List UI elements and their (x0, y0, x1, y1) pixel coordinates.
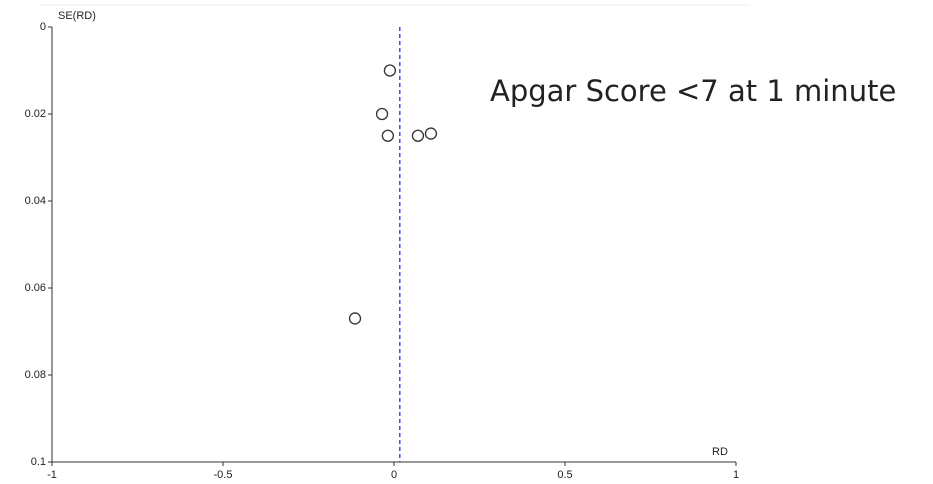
point (348, 312, 362, 325)
y-tick-label: 0.02 (25, 108, 46, 120)
point (424, 127, 438, 140)
point (375, 107, 389, 121)
y-tick-label: 0.08 (25, 369, 46, 381)
x-tick-label: -1 (47, 469, 57, 481)
y-tick-label: 0.06 (25, 282, 46, 294)
point (383, 64, 397, 77)
point (381, 129, 394, 142)
x-tick-label: 0.5 (557, 469, 572, 481)
x-tick-label: 1 (733, 469, 739, 481)
x-axis-label: RD (712, 446, 728, 458)
chart-title: Apgar Score <7 at 1 minute (490, 74, 896, 108)
x-tick-label: 0 (391, 469, 397, 481)
y-tick-label: 0.1 (31, 456, 46, 468)
y-tick-label: 0.04 (25, 195, 46, 207)
point (411, 129, 425, 142)
y-tick-label: 0 (40, 21, 46, 33)
x-tick-label: -0.5 (214, 469, 233, 481)
y-axis-label: SE(RD) (58, 10, 96, 22)
